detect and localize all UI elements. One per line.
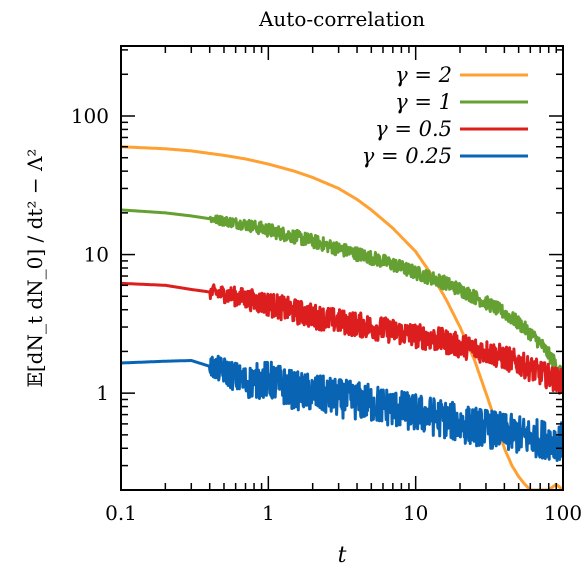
legend-label: γ = 0.5 [375, 117, 452, 141]
ticks-layer [120, 46, 563, 491]
y-tick-labels: 1 10 100 [71, 104, 109, 405]
x-tick-label: 0.1 [105, 501, 137, 525]
legend: γ = 2 γ = 1 γ = 0.5 γ = 0.25 [362, 63, 528, 168]
legend-label: γ = 1 [395, 90, 452, 114]
series-line-0 [121, 145, 563, 490]
y-axis-label: 𝔼[dN_t dN_0] / dt² − Λ² [23, 149, 47, 388]
plot-area [120, 45, 564, 491]
x-tick-label: 100 [544, 501, 582, 525]
x-axis-label: t [338, 543, 347, 568]
series-line-2 [121, 281, 563, 395]
chart-title: Auto-correlation [258, 7, 425, 31]
legend-label: γ = 0.25 [362, 144, 452, 168]
legend-label: γ = 2 [395, 63, 452, 87]
x-tick-labels: 0.1 1 10 100 [105, 501, 582, 525]
y-tick-label: 1 [96, 381, 109, 405]
x-tick-label: 1 [262, 501, 275, 525]
series-line-1 [121, 208, 563, 380]
y-tick-label: 10 [84, 243, 109, 267]
series-layer [121, 145, 563, 490]
x-tick-label: 10 [403, 501, 428, 525]
series-line-3 [121, 354, 563, 462]
y-tick-label: 100 [71, 104, 109, 128]
